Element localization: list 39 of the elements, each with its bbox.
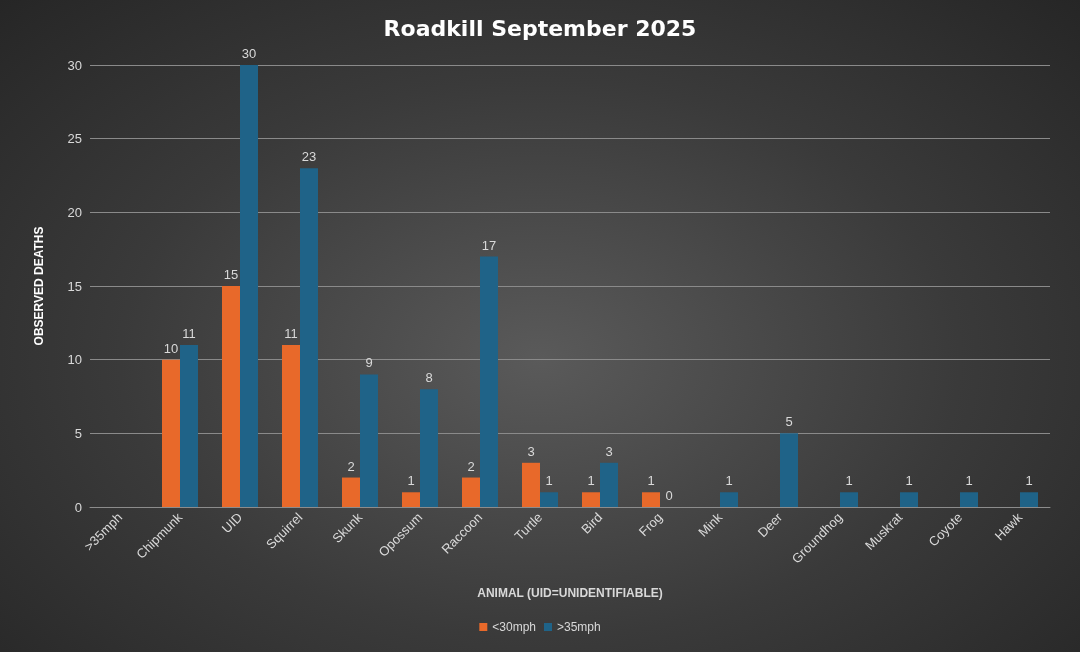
x-axis-title: ANIMAL (UID=UNIDENTIFIABLE) <box>477 586 663 600</box>
y-tick-label: 5 <box>74 425 82 441</box>
data-label: 23 <box>301 149 317 165</box>
y-axis-title: OBSERVED DEATHS <box>32 226 46 346</box>
data-label: 2 <box>347 458 355 474</box>
data-label: 11 <box>284 325 298 341</box>
data-label: 17 <box>481 237 497 253</box>
data-label: 1 <box>725 473 733 489</box>
x-tick-label: Frog <box>635 509 666 540</box>
x-tick-label: UID <box>218 509 246 537</box>
data-label: 0 <box>665 488 673 503</box>
legend-label: <30mph <box>492 620 536 634</box>
data-label: 8 <box>425 370 433 386</box>
data-label: 1 <box>905 473 913 489</box>
data-label: 3 <box>527 443 535 459</box>
data-label: 9 <box>365 355 373 371</box>
y-tick-label: 30 <box>67 57 82 73</box>
data-label: 2 <box>467 458 475 474</box>
legend-label: >35mph <box>557 620 601 634</box>
data-label: 11 <box>182 325 196 341</box>
data-label: 5 <box>785 414 793 430</box>
data-label: 3 <box>605 443 613 459</box>
y-tick-label: 20 <box>67 204 82 220</box>
data-label: 1 <box>1025 473 1033 489</box>
x-tick-label: Bird <box>578 509 606 537</box>
y-tick-label: 25 <box>67 131 82 147</box>
data-label: 1 <box>845 473 853 489</box>
y-tick-label: 0 <box>74 499 82 515</box>
data-label: 10 <box>163 340 179 356</box>
chart-title: Roadkill September 2025 <box>383 15 697 41</box>
data-label: 1 <box>545 473 553 489</box>
data-label: 1 <box>965 473 973 489</box>
y-tick-label: 10 <box>67 352 82 368</box>
data-label: 30 <box>241 46 257 61</box>
data-label: 1 <box>587 473 595 489</box>
data-label: 15 <box>223 267 239 282</box>
data-label: 1 <box>407 473 415 489</box>
y-tick-label: 15 <box>67 278 82 294</box>
data-label: 1 <box>647 473 655 489</box>
